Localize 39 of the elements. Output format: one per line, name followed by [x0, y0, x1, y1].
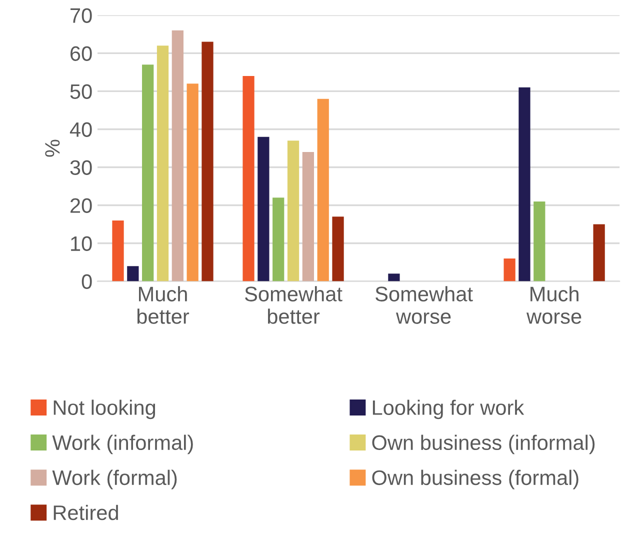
bar: [302, 152, 314, 282]
bar: [504, 258, 516, 282]
y-tick-label: 20: [70, 198, 92, 214]
bar: [518, 87, 530, 282]
bar: [142, 64, 154, 282]
y-tick-label: 0: [82, 274, 92, 290]
bar: [332, 216, 344, 282]
y-axis-title: %: [45, 140, 60, 157]
bar: [112, 220, 124, 282]
bar: [242, 76, 254, 282]
bar: [186, 84, 198, 282]
bar: [593, 224, 605, 282]
legend-label: Own business (formal): [372, 470, 578, 490]
x-tick-label: Much better: [137, 286, 190, 324]
bar: [202, 42, 214, 282]
y-tick-label: 10: [71, 236, 92, 252]
x-tick-label: Somewhat better: [245, 286, 342, 324]
bar: [172, 30, 184, 282]
legend-label: Work (informal): [52, 434, 193, 454]
bar: [534, 201, 546, 282]
legend-label: Own business (informal): [372, 434, 595, 454]
x-tick-label: Much worse: [526, 286, 582, 324]
y-tick-label: 40: [70, 122, 92, 137]
bar: [258, 136, 270, 282]
legend-label: Retired: [54, 504, 118, 520]
bar: [317, 98, 329, 282]
legend-label: Looking for work: [372, 400, 524, 420]
bar: [156, 46, 169, 282]
bar: [127, 266, 139, 282]
bar: [272, 198, 284, 282]
y-tick-label: 60: [70, 46, 92, 61]
bar: [388, 274, 400, 282]
y-tick-label: 50: [70, 84, 92, 99]
y-tick-label: 30: [70, 160, 92, 175]
y-tick-label: 70: [70, 8, 92, 23]
legend-label: Not looking: [54, 400, 156, 420]
bar: [287, 140, 300, 282]
x-tick-label: Somewhat worse: [376, 286, 473, 324]
legend-label: Work (formal): [52, 470, 177, 490]
